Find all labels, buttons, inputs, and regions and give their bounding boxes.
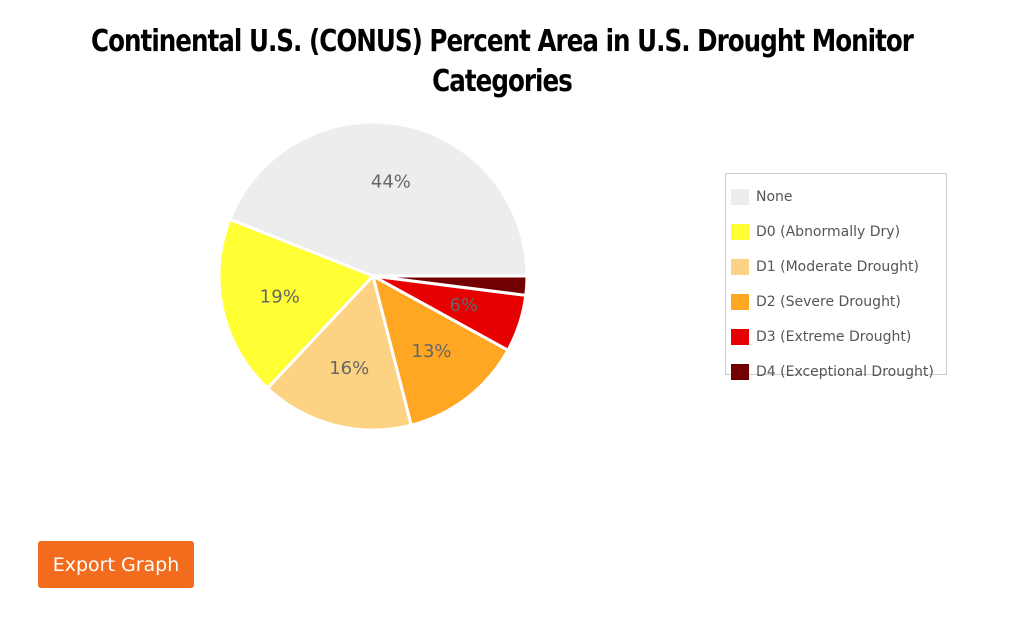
pie-slice-none[interactable] bbox=[227, 120, 529, 278]
pie-label-d3-extreme-drought: 6% bbox=[450, 295, 479, 316]
legend-item-d3-extreme-drought[interactable]: D3 (Extreme Drought) bbox=[731, 319, 946, 354]
pie-slice-d1-moderate-drought[interactable] bbox=[265, 272, 414, 432]
pie-slices bbox=[217, 120, 529, 432]
pie-slice-d4-exceptional-drought[interactable] bbox=[372, 274, 529, 297]
legend-item-d0-abnormally-dry[interactable]: D0 (Abnormally Dry) bbox=[731, 214, 946, 249]
legend-label: D2 (Severe Drought) bbox=[756, 293, 901, 310]
legend-swatch bbox=[731, 363, 749, 380]
chart-title: Continental U.S. (CONUS) Percent Area in… bbox=[91, 24, 914, 99]
pie-label-d1-moderate-drought: 16% bbox=[329, 358, 369, 379]
legend-swatch bbox=[731, 223, 749, 240]
pie-label-d2-severe-drought: 13% bbox=[412, 341, 452, 362]
legend-item-d2-severe-drought[interactable]: D2 (Severe Drought) bbox=[731, 284, 946, 319]
legend-label: None bbox=[756, 188, 793, 205]
chart-legend: None D0 (Abnormally Dry) D1 (Moderate Drou… bbox=[725, 173, 947, 380]
legend-item-d1-moderate-drought[interactable]: D1 (Moderate Drought) bbox=[731, 249, 946, 284]
pie-label-d0-abnormally-dry: 19% bbox=[260, 286, 300, 307]
export-graph-button[interactable]: Export Graph bbox=[38, 541, 194, 588]
legend-swatch bbox=[731, 328, 749, 345]
legend-item-none[interactable]: None bbox=[731, 179, 946, 214]
legend-label: D1 (Moderate Drought) bbox=[756, 258, 920, 275]
pie-labels: 44% 19% 16% 13% 6% bbox=[260, 172, 478, 379]
pie-slice-d0-abnormally-dry[interactable] bbox=[217, 217, 376, 391]
legend-swatch bbox=[731, 188, 749, 205]
legend-swatch bbox=[731, 293, 749, 310]
legend-label: D4 (Exceptional Drought) bbox=[756, 363, 934, 380]
legend-swatch bbox=[731, 258, 749, 275]
pie-label-none: 44% bbox=[371, 172, 411, 193]
pie-slice-d2-severe-drought[interactable] bbox=[370, 273, 510, 427]
legend-label: D0 (Abnormally Dry) bbox=[756, 223, 901, 240]
legend-label: D3 (Extreme Drought) bbox=[756, 328, 912, 345]
legend-item-d4-exceptional-drought[interactable]: D4 (Exceptional Drought) bbox=[731, 354, 946, 389]
